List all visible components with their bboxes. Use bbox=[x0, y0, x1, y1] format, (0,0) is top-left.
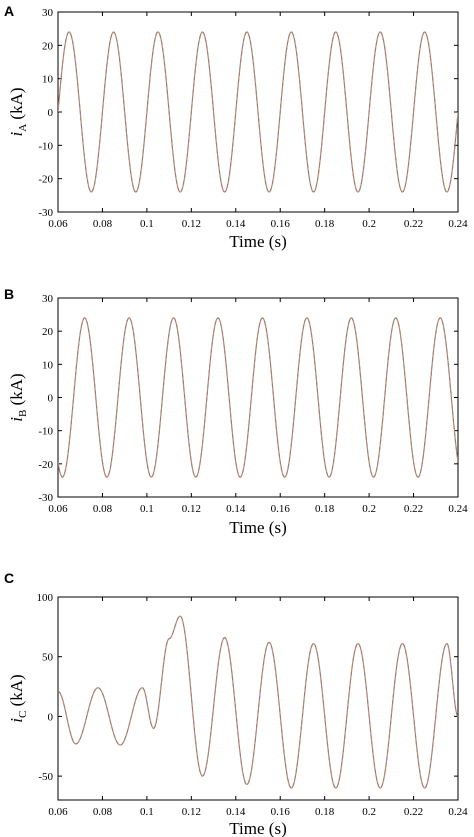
x-tick-label: 0.22 bbox=[404, 218, 423, 230]
x-tick-label: 0.2 bbox=[362, 218, 376, 230]
y-tick-label: -30 bbox=[38, 207, 53, 219]
x-tick-label: 0.2 bbox=[362, 503, 376, 515]
x-tick-label: 0.22 bbox=[404, 806, 423, 818]
y-tick-label: 100 bbox=[37, 592, 54, 604]
x-tick-label: 0.14 bbox=[226, 218, 246, 230]
y-tick-label: -30 bbox=[38, 492, 53, 504]
chart-panel-1: 0.06 0.08 0.1 0.12 0.14 0.16 0.18 0.2 0.22 0.24 -3… bbox=[7, 7, 468, 251]
y-axis-title: iB (kA) bbox=[7, 373, 29, 421]
x-tick-label: 0.12 bbox=[182, 806, 201, 818]
x-tick-label: 0.08 bbox=[93, 503, 113, 515]
x-tick-label: 0.16 bbox=[271, 806, 291, 818]
series-line-dashed bbox=[58, 317, 458, 478]
x-tick-label: 0.24 bbox=[448, 218, 468, 230]
x-tick-label: 0.14 bbox=[226, 806, 246, 818]
x-axis-title: Time (s) bbox=[229, 232, 286, 251]
panel-letter-b: B bbox=[4, 286, 15, 302]
chart-panel-2: 0.06 0.08 0.1 0.12 0.14 0.16 0.18 0.2 0.22 0.24 -3… bbox=[7, 293, 468, 537]
x-tick-label: 0.24 bbox=[448, 503, 468, 515]
y-tick-label: -10 bbox=[38, 140, 53, 152]
x-tick-label: 0.12 bbox=[182, 503, 201, 515]
x-tick-label: 0.18 bbox=[315, 806, 335, 818]
x-tick-label: 0.24 bbox=[448, 806, 468, 818]
y-tick-label: 0 bbox=[48, 393, 54, 405]
y-tick-label: 10 bbox=[42, 74, 54, 86]
y-tick-label: 0 bbox=[48, 711, 54, 723]
chart-panel-3: 0.06 0.08 0.1 0.12 0.14 0.16 0.18 0.2 0.22 0.24 -5… bbox=[7, 592, 468, 837]
x-tick-label: 0.22 bbox=[404, 503, 423, 515]
y-tick-label: -10 bbox=[38, 426, 53, 438]
x-tick-label: 0.18 bbox=[315, 503, 335, 515]
x-tick-label: 0.08 bbox=[93, 806, 113, 818]
y-tick-label: 20 bbox=[42, 40, 54, 52]
y-tick-label: 30 bbox=[42, 7, 54, 19]
panel-letter-a: A bbox=[4, 3, 15, 19]
panel-letter-c: C bbox=[4, 570, 15, 586]
x-axis-title: Time (s) bbox=[229, 518, 286, 537]
y-axis-title: iA (kA) bbox=[7, 87, 29, 136]
x-tick-label: 0.14 bbox=[226, 503, 246, 515]
y-tick-label: -50 bbox=[38, 771, 53, 783]
series-line-dashed bbox=[58, 31, 458, 193]
y-tick-label: 30 bbox=[42, 293, 54, 305]
x-tick-label: 0.16 bbox=[271, 218, 291, 230]
x-tick-label: 0.1 bbox=[140, 503, 154, 515]
series-line-dashed bbox=[58, 615, 458, 789]
y-tick-label: 10 bbox=[42, 359, 54, 371]
x-tick-label: 0.18 bbox=[315, 218, 335, 230]
y-tick-label: 20 bbox=[42, 326, 54, 338]
x-tick-label: 0.06 bbox=[48, 503, 68, 515]
y-tick-label: -20 bbox=[38, 459, 53, 471]
x-tick-label: 0.16 bbox=[271, 503, 291, 515]
y-tick-label: 0 bbox=[48, 107, 54, 119]
x-tick-label: 0.2 bbox=[362, 806, 376, 818]
plot-frame bbox=[57, 596, 459, 801]
x-tick-label: 0.08 bbox=[93, 218, 113, 230]
x-axis-title: Time (s) bbox=[229, 819, 286, 837]
x-tick-label: 0.06 bbox=[48, 806, 68, 818]
x-tick-label: 0.1 bbox=[140, 218, 154, 230]
y-axis-title: iC (kA) bbox=[7, 674, 29, 722]
x-tick-label: 0.06 bbox=[48, 218, 68, 230]
x-tick-label: 0.12 bbox=[182, 218, 201, 230]
y-tick-label: -20 bbox=[38, 174, 53, 186]
y-tick-label: 50 bbox=[42, 652, 54, 664]
x-tick-label: 0.1 bbox=[140, 806, 154, 818]
